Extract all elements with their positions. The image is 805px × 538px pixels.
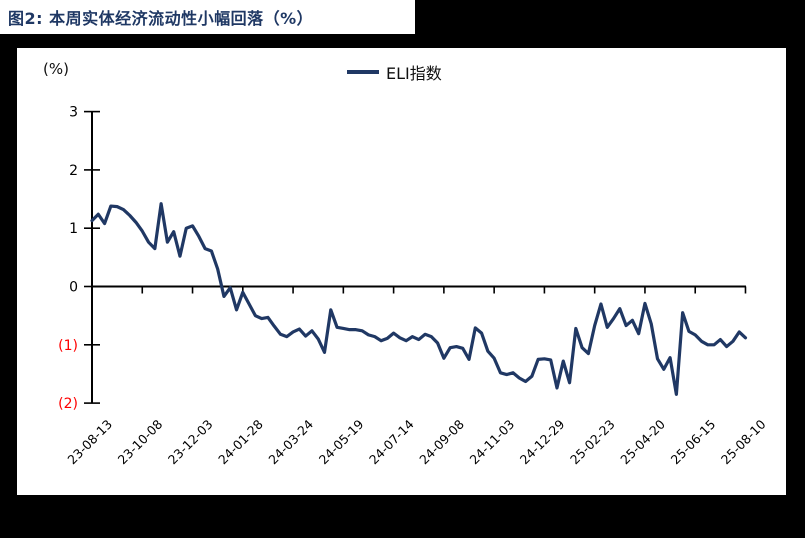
x-tick-label: 25-08-10 <box>718 416 769 467</box>
x-tick-label: 24-01-28 <box>215 416 266 467</box>
y-axis-unit-label: (%) <box>43 60 69 78</box>
chart-card: (%) ELI指数 3 2 1 0 (1) (2) 23-08-13 23-10-08 23-1… <box>17 48 786 495</box>
legend-series-label: ELI指数 <box>386 64 442 83</box>
x-tick-label: 24-12-29 <box>517 416 568 467</box>
x-tick-label: 23-12-03 <box>165 417 216 468</box>
x-tick-label: 24-09-08 <box>416 416 467 467</box>
x-tick-label: 24-03-24 <box>265 416 316 467</box>
figure-title-bar: 图2: 本周实体经济流动性小幅回落（%） <box>0 0 415 34</box>
x-tick-label: 24-05-19 <box>316 416 367 467</box>
x-tick-label: 24-07-14 <box>366 416 417 467</box>
x-tick-label: 25-06-15 <box>668 417 719 468</box>
x-tick-label: 25-02-23 <box>567 417 618 468</box>
x-tick-label: 23-08-13 <box>64 417 115 468</box>
eli-line-chart: 3 2 1 0 (1) (2) 23-08-13 23-10-08 23-12-03 24-01-… <box>58 105 769 468</box>
figure-title: 图2: 本周实体经济流动性小幅回落（%） <box>8 9 314 28</box>
x-tick-label: 23-10-08 <box>115 416 166 467</box>
y-tick-label: (2) <box>58 396 78 412</box>
legend-line-swatch <box>347 70 379 74</box>
y-tick-label: 3 <box>69 105 78 121</box>
x-tick-label: 24-11-03 <box>467 417 518 468</box>
y-tick-label: 1 <box>69 221 78 237</box>
chart-legend: ELI指数 <box>347 60 442 84</box>
y-tick-label: 2 <box>69 163 78 179</box>
y-tick-label: (1) <box>58 338 78 354</box>
y-tick-label: 0 <box>69 280 78 296</box>
eli-index-line <box>90 202 748 396</box>
x-tick-label: 25-04-20 <box>617 416 668 467</box>
